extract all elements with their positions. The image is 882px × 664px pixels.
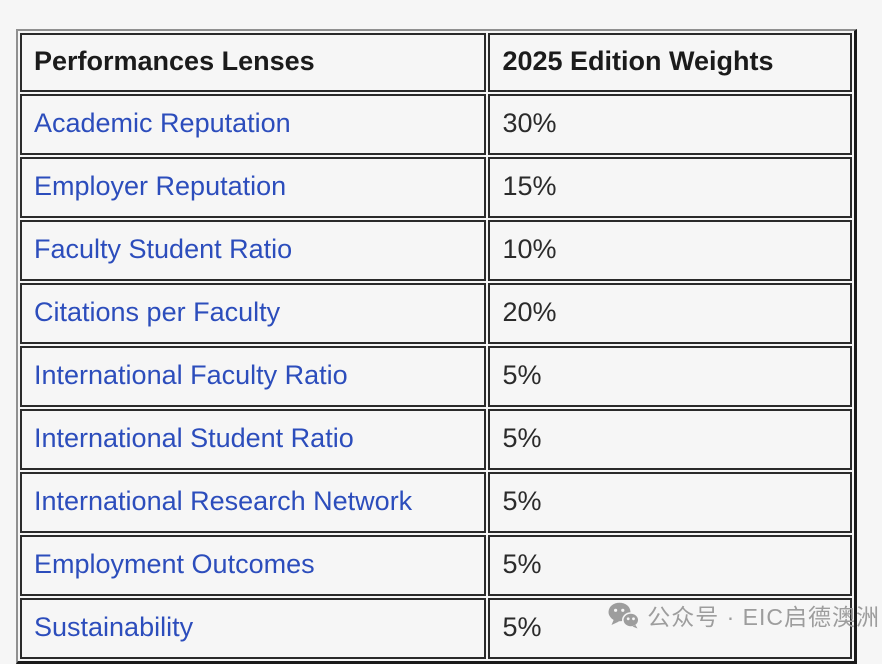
weight-cell: 10% xyxy=(488,220,852,282)
lens-link[interactable]: Faculty Student Ratio xyxy=(34,234,293,265)
table-row: International Research Network 5% xyxy=(20,472,852,534)
table-row: International Student Ratio 5% xyxy=(20,409,852,471)
watermark-text: 公众号 · EIC启德澳洲 xyxy=(647,604,880,630)
weight-cell: 20% xyxy=(488,283,852,345)
wechat-icon xyxy=(608,602,640,629)
lens-link[interactable]: International Faculty Ratio xyxy=(34,360,348,391)
weight-cell: 5% xyxy=(488,409,852,471)
weights-table: Performances Lenses 2025 Edition Weights… xyxy=(16,29,857,664)
lens-link[interactable]: Employer Reputation xyxy=(34,171,287,202)
lens-cell: Employer Reputation xyxy=(20,157,487,219)
lens-cell: Academic Reputation xyxy=(20,94,487,156)
lens-link[interactable]: Citations per Faculty xyxy=(34,297,281,328)
lens-cell: Sustainability xyxy=(20,598,487,660)
watermark: 公众号 · EIC启德澳洲 xyxy=(608,598,880,632)
lens-cell: International Research Network xyxy=(20,472,487,534)
lens-link[interactable]: International Student Ratio xyxy=(34,423,354,454)
lens-cell: International Student Ratio xyxy=(20,409,487,471)
lens-cell: International Faculty Ratio xyxy=(20,346,487,408)
weight-cell: 30% xyxy=(488,94,852,156)
lens-link[interactable]: International Research Network xyxy=(34,486,413,517)
table-row: Faculty Student Ratio 10% xyxy=(20,220,852,282)
weight-cell: 15% xyxy=(488,157,852,219)
lens-link[interactable]: Academic Reputation xyxy=(34,108,291,139)
lens-cell: Citations per Faculty xyxy=(20,283,487,345)
weight-cell: 5% xyxy=(488,346,852,408)
table-row: Employment Outcomes 5% xyxy=(20,535,852,597)
table-row: Employer Reputation 15% xyxy=(20,157,852,219)
weight-cell: 5% xyxy=(488,472,852,534)
column-header-lenses: Performances Lenses xyxy=(20,33,487,93)
table-row: Academic Reputation 30% xyxy=(20,94,852,156)
lens-cell: Faculty Student Ratio xyxy=(20,220,487,282)
lens-link[interactable]: Sustainability xyxy=(34,612,194,643)
table-header-row: Performances Lenses 2025 Edition Weights xyxy=(20,33,852,93)
lens-link[interactable]: Employment Outcomes xyxy=(34,549,315,580)
column-header-weights: 2025 Edition Weights xyxy=(488,33,852,93)
lens-cell: Employment Outcomes xyxy=(20,535,487,597)
weight-cell: 5% xyxy=(488,535,852,597)
table-row: Citations per Faculty 20% xyxy=(20,283,852,345)
table-row: International Faculty Ratio 5% xyxy=(20,346,852,408)
